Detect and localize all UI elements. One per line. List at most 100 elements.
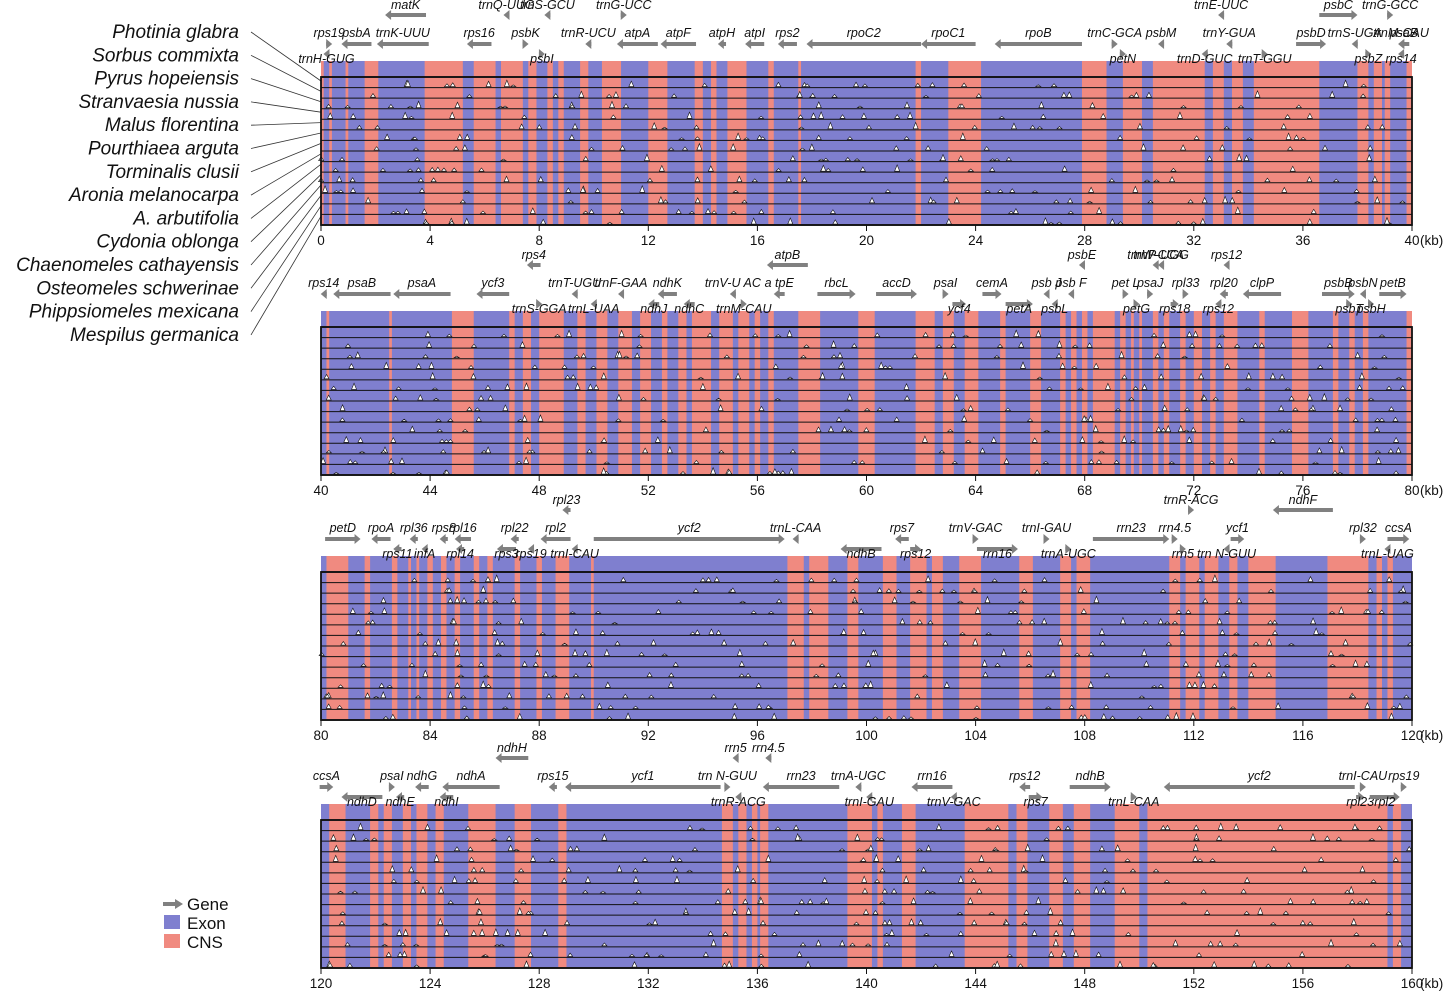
similarity-dip xyxy=(850,459,858,464)
exon-region xyxy=(1390,61,1407,225)
gene-label: trn N-GUU xyxy=(1197,547,1257,561)
similarity-dip xyxy=(450,617,457,625)
exon-region xyxy=(588,61,602,225)
similarity-dip xyxy=(668,681,674,688)
exon-region xyxy=(882,804,902,968)
exon-region xyxy=(1169,311,1181,475)
similarity-dip xyxy=(1087,414,1094,422)
gene-label: rps19 xyxy=(314,26,345,40)
exon-region xyxy=(1338,311,1350,475)
gene-label: trnS-UGA xyxy=(1328,26,1382,40)
similarity-dip xyxy=(641,857,649,862)
similarity-dip xyxy=(1087,651,1095,656)
similarity-dip xyxy=(691,847,699,852)
similarity-dip xyxy=(904,101,910,109)
similarity-dip xyxy=(808,143,815,151)
exon-region xyxy=(593,556,788,720)
similarity-dip xyxy=(561,642,569,646)
similarity-dip xyxy=(774,334,782,337)
similarity-dip xyxy=(722,931,729,936)
similarity-dip xyxy=(524,436,531,443)
similarity-dip xyxy=(1147,705,1154,709)
similarity-dip xyxy=(1367,587,1374,593)
similarity-dip xyxy=(599,890,607,894)
exon-region xyxy=(462,61,474,225)
gene-label: rps14 xyxy=(1385,52,1416,66)
similarity-dip xyxy=(346,354,354,359)
similarity-dip xyxy=(582,889,589,894)
similarity-dip xyxy=(526,449,533,454)
gene-label: trnL-CAA xyxy=(770,521,821,535)
similarity-dip xyxy=(903,136,910,140)
similarity-dip xyxy=(454,101,461,109)
axis-tick-label: 116 xyxy=(1292,728,1314,743)
similarity-dip xyxy=(1349,898,1356,904)
similarity-dip xyxy=(1385,911,1392,915)
similarity-dip xyxy=(1342,79,1349,87)
similarity-dip xyxy=(408,116,415,119)
similarity-dip xyxy=(1113,459,1120,464)
similarity-dip xyxy=(1369,942,1377,947)
similarity-dip xyxy=(815,939,822,947)
gene-arrow-head xyxy=(840,544,847,554)
similarity-dip xyxy=(1348,885,1355,894)
similarity-dip xyxy=(386,684,393,688)
similarity-dip xyxy=(984,595,991,604)
similarity-dip xyxy=(456,664,464,667)
similarity-dip xyxy=(1252,641,1260,646)
similarity-dip xyxy=(935,344,943,348)
similarity-dip xyxy=(332,471,340,475)
similarity-dip xyxy=(726,960,733,968)
similarity-dip xyxy=(799,942,807,947)
similarity-dip xyxy=(1229,196,1236,204)
similarity-dip xyxy=(1374,196,1381,204)
similarity-dip xyxy=(1235,189,1242,193)
similarity-dip xyxy=(1196,858,1204,862)
similarity-dip xyxy=(1353,200,1362,204)
similarity-dip xyxy=(479,867,486,873)
similarity-dip xyxy=(1388,406,1395,411)
similarity-dip xyxy=(1310,832,1316,841)
similarity-dip xyxy=(1114,844,1121,852)
similarity-dip xyxy=(1353,932,1360,936)
similarity-dip xyxy=(350,833,357,841)
gene-label: rrn16 xyxy=(983,547,1012,561)
similarity-dip xyxy=(330,833,337,841)
exon-region xyxy=(871,804,878,968)
gene-label: rpl32 xyxy=(1349,521,1377,535)
gene-arrow-head xyxy=(1147,289,1154,299)
similarity-dip xyxy=(1360,83,1367,87)
similarity-dip xyxy=(1098,450,1105,454)
gene-arrow-head xyxy=(538,49,545,59)
similarity-dip xyxy=(1208,460,1216,464)
similarity-dip xyxy=(372,695,380,699)
similarity-dip xyxy=(1292,407,1299,411)
similarity-dip xyxy=(1318,632,1326,635)
similarity-dip xyxy=(491,600,499,604)
gene-arrow-head xyxy=(1351,10,1358,20)
similarity-dip xyxy=(1386,576,1393,582)
similarity-dip xyxy=(579,693,586,699)
exon-region xyxy=(746,804,752,968)
similarity-dip xyxy=(807,608,814,614)
exon-region xyxy=(569,556,592,720)
gene-arrow-head xyxy=(1320,39,1327,49)
similarity-dip xyxy=(451,167,458,172)
gene-label: trnM-CAU xyxy=(1373,26,1430,40)
similarity-dip xyxy=(1133,91,1140,98)
similarity-dip xyxy=(1129,868,1137,873)
similarity-dip xyxy=(863,408,871,411)
similarity-dip xyxy=(981,659,988,667)
similarity-dip xyxy=(1031,437,1038,443)
similarity-dip xyxy=(531,364,538,369)
gene-label: infA xyxy=(414,547,436,561)
similarity-dip xyxy=(390,210,397,214)
exon-region xyxy=(348,61,365,225)
similarity-dip xyxy=(612,91,619,98)
similarity-dip xyxy=(881,919,888,926)
gene-arrow-head xyxy=(1272,505,1279,515)
similarity-dip xyxy=(1100,887,1107,894)
similarity-dip xyxy=(446,333,453,337)
gene-label: psbM xyxy=(1145,26,1177,40)
axis-tick-label: 152 xyxy=(1183,976,1206,991)
